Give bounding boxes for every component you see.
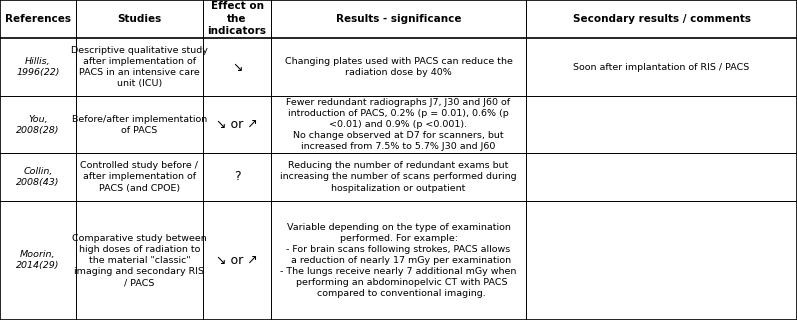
Text: References: References: [5, 14, 71, 24]
Text: Secondary results / comments: Secondary results / comments: [572, 14, 751, 24]
Text: You,
2008(28): You, 2008(28): [16, 115, 60, 135]
Text: Results - significance: Results - significance: [336, 14, 461, 24]
Text: Hillis,
1996(22): Hillis, 1996(22): [16, 57, 60, 77]
Text: ↘: ↘: [232, 60, 242, 74]
Text: Descriptive qualitative study
after implementation of
PACS in an intensive care
: Descriptive qualitative study after impl…: [71, 46, 208, 88]
Text: ?: ?: [234, 171, 241, 183]
Text: Studies: Studies: [117, 14, 162, 24]
Text: Fewer redundant radiographs J7, J30 and J60 of
introduction of PACS, 0.2% (p = 0: Fewer redundant radiographs J7, J30 and …: [286, 98, 511, 151]
Text: ↘ or ↗: ↘ or ↗: [216, 254, 258, 267]
Text: Changing plates used with PACS can reduce the
radiation dose by 40%: Changing plates used with PACS can reduc…: [285, 57, 512, 77]
Text: Comparative study between
high doses of radiation to
the material "classic"
imag: Comparative study between high doses of …: [72, 234, 207, 287]
Text: Soon after implantation of RIS / PACS: Soon after implantation of RIS / PACS: [573, 62, 750, 72]
Text: Before/after implementation
of PACS: Before/after implementation of PACS: [72, 115, 207, 135]
Text: Variable depending on the type of examination
performed. For example:
- For brai: Variable depending on the type of examin…: [281, 222, 516, 298]
Text: ↘ or ↗: ↘ or ↗: [216, 118, 258, 131]
Text: Moorin,
2014(29): Moorin, 2014(29): [16, 250, 60, 270]
Text: Reducing the number of redundant exams but
increasing the number of scans perfor: Reducing the number of redundant exams b…: [281, 161, 516, 193]
Text: Collin,
2008(43): Collin, 2008(43): [16, 167, 60, 187]
Text: Effect on
the
indicators: Effect on the indicators: [207, 2, 267, 36]
Text: Controlled study before /
after implementation of
PACS (and CPOE): Controlled study before / after implemen…: [80, 161, 198, 193]
